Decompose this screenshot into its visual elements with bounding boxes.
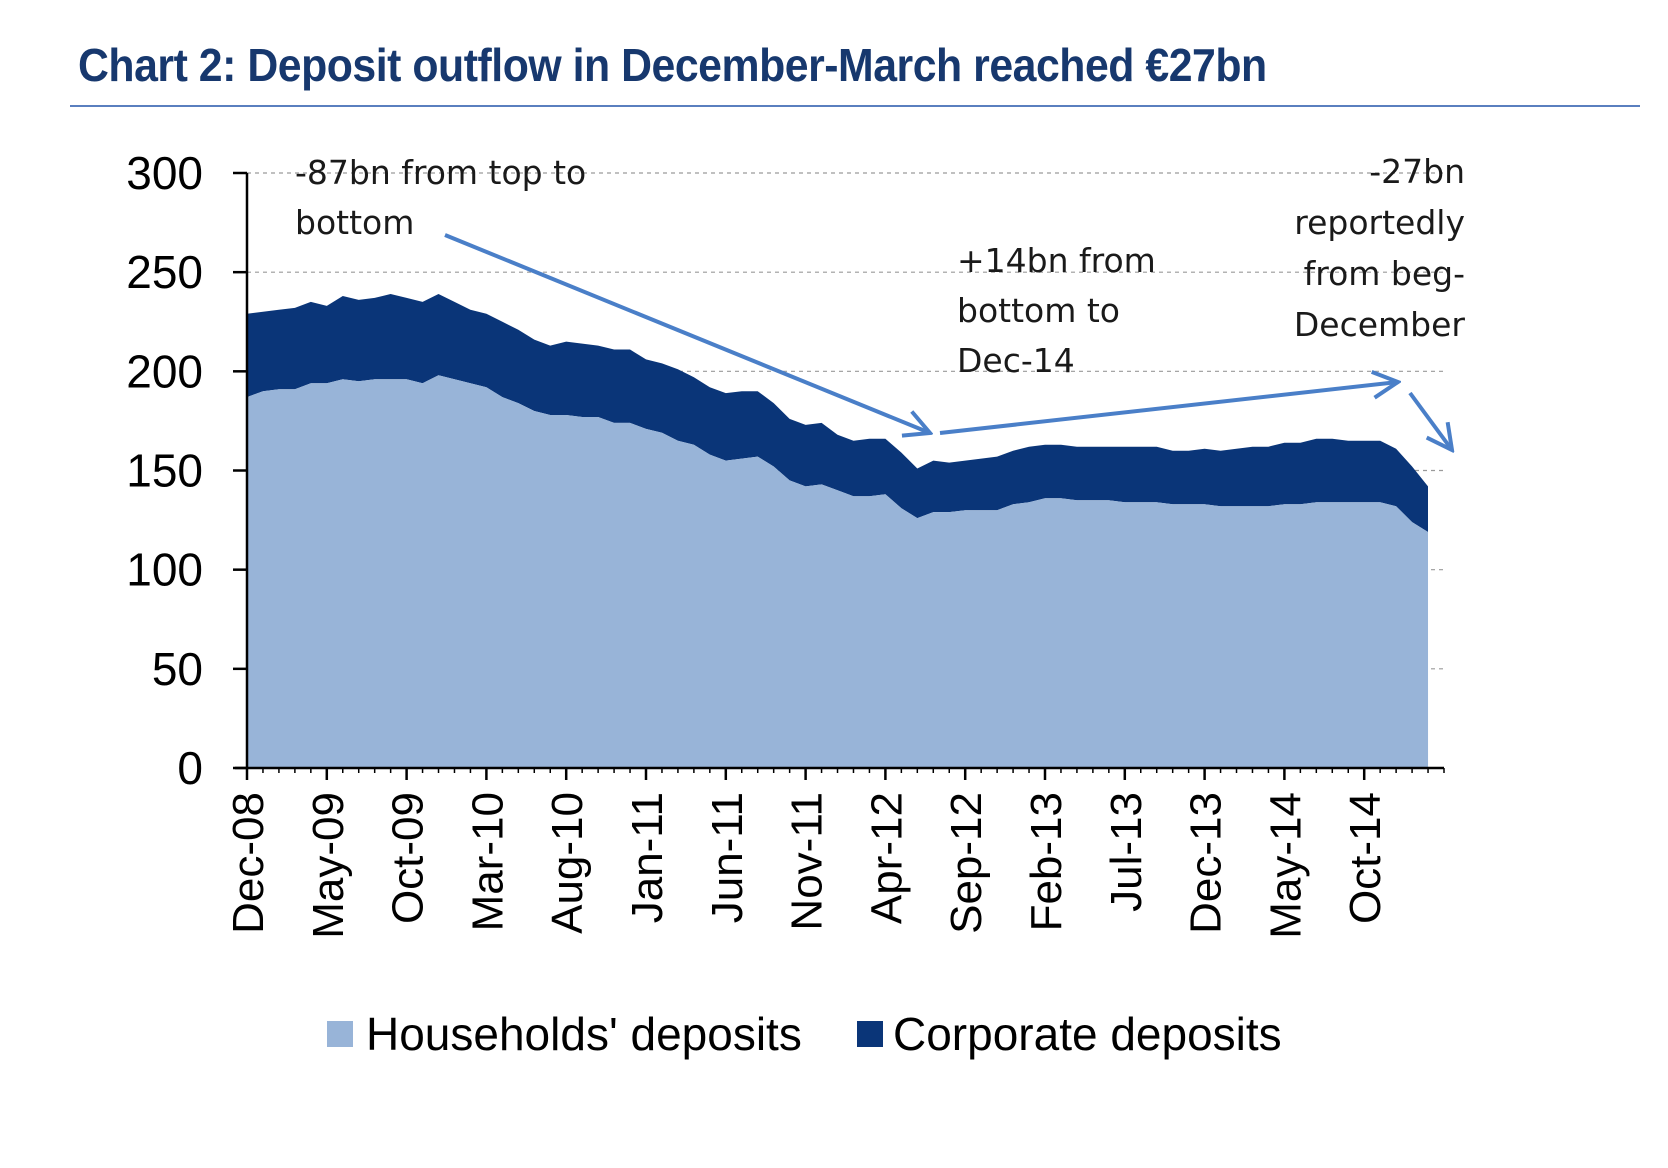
x-tick-label: Dec-13 <box>1182 792 1231 934</box>
y-tick-label: 150 <box>126 445 203 497</box>
y-tick-label: 200 <box>126 345 203 397</box>
annotation-arrow <box>1408 391 1452 450</box>
annotation-arrow <box>444 233 930 433</box>
corporate-deposits-area <box>247 294 1428 532</box>
annotation-line: reportedly <box>1294 203 1465 242</box>
annotation-line: bottom <box>295 203 414 242</box>
annotation-text: -87bn from top to bottom <box>295 153 586 242</box>
annotations: -87bn from top to bottom +14bn from bottom … <box>295 152 1465 380</box>
y-tick-label: 50 <box>152 643 203 695</box>
x-tick-labels: Dec-08 May-09 Oct-09 Mar-10 Aug-10 Jan-11 Jun-… <box>224 792 1390 939</box>
legend: Households' deposits Corporate deposits <box>327 1008 1282 1060</box>
annotation-line: Dec-14 <box>957 341 1075 380</box>
annotation-line: bottom to <box>957 291 1120 330</box>
legend-label: Corporate deposits <box>893 1008 1282 1060</box>
x-tick-label: May-14 <box>1261 792 1310 939</box>
annotation-line: -27bn <box>1369 152 1465 191</box>
annotation-line: -87bn from top to <box>295 153 586 192</box>
y-tick-label: 300 <box>126 147 203 199</box>
x-tick-label: Mar-10 <box>463 792 512 931</box>
area-series <box>247 294 1429 768</box>
households-deposits-area <box>247 375 1429 768</box>
annotation-text: -27bn reportedly from beg- December <box>1294 152 1466 344</box>
x-tick-label: Feb-13 <box>1022 792 1071 931</box>
x-tick-label: Oct-09 <box>384 792 433 924</box>
annotation-arrows <box>444 233 1452 450</box>
annotation-line: December <box>1294 305 1466 344</box>
x-tick-label: Jul-13 <box>1102 792 1151 912</box>
x-tick-label: Jun-11 <box>703 792 752 923</box>
legend-swatch <box>857 1021 883 1047</box>
annotation-line: from beg- <box>1304 254 1465 293</box>
axes <box>233 171 1445 780</box>
y-tick-labels: 0 50 100 150 200 250 300 <box>126 147 203 794</box>
x-tick-label: Dec-08 <box>224 792 273 934</box>
chart-title: Chart 2: Deposit outflow in December-Mar… <box>78 39 1267 91</box>
x-tick-label: Sep-12 <box>942 792 991 934</box>
annotation-text: +14bn from bottom to Dec-14 <box>957 241 1156 380</box>
annotation-line: +14bn from <box>957 241 1156 280</box>
legend-label: Households' deposits <box>366 1008 802 1060</box>
y-tick-label: 250 <box>126 246 203 298</box>
y-tick-label: 0 <box>177 742 203 794</box>
y-tick-label: 100 <box>126 544 203 596</box>
annotation-arrow <box>939 382 1398 435</box>
x-tick-label: Jan-11 <box>623 792 672 923</box>
x-tick-label: Oct-14 <box>1341 792 1390 924</box>
title-underline <box>70 105 1640 107</box>
x-tick-label: Aug-10 <box>543 792 592 934</box>
legend-swatch <box>327 1021 353 1047</box>
x-tick-label: Nov-11 <box>783 792 832 931</box>
x-tick-label: May-09 <box>304 792 353 939</box>
x-tick-label: Apr-12 <box>862 792 911 924</box>
